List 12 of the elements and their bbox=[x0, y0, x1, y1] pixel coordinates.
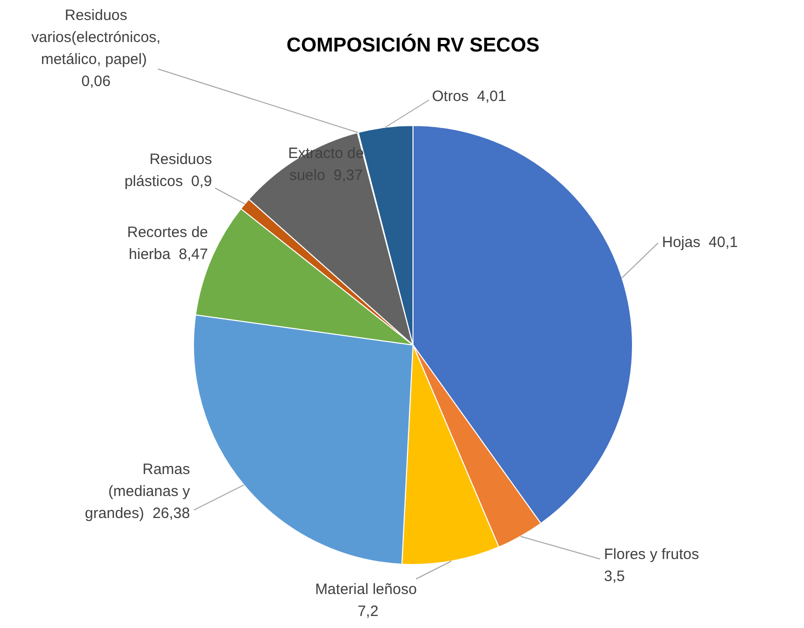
slice-label: Otros 4,01 bbox=[432, 88, 506, 106]
slice-label: Ramas (medianas y grandes) 26,38 bbox=[84, 461, 190, 522]
slice-label: Material leñoso bbox=[315, 581, 421, 598]
data-label: 0,06 bbox=[81, 73, 111, 90]
slice-label: Residuos varios(electrónicos, metálico, papel) bbox=[31, 7, 161, 68]
slice-label: Flores y frutos bbox=[604, 546, 704, 564]
data-label: 7,2 bbox=[358, 603, 378, 620]
data-label: 3,5 bbox=[604, 568, 625, 586]
text: COMPOSICIÓN RV SECOS bbox=[286, 34, 540, 57]
slice-label: Hojas 40,1 bbox=[662, 234, 738, 252]
slice-label: Recortes de hierba 8,47 bbox=[127, 224, 208, 264]
slice-label: Residuos plásticos 0,9 bbox=[124, 151, 212, 190]
